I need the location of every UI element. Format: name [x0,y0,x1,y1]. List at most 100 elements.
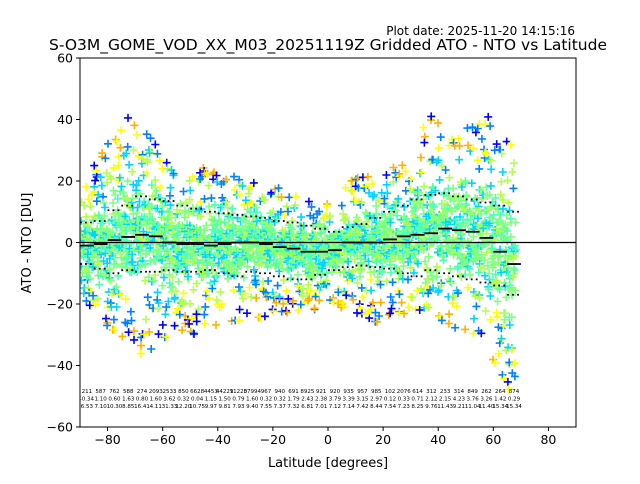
scatter-point [443,237,452,246]
scatter-point [372,317,381,326]
scatter-point [420,182,428,191]
scatter-point [205,294,214,303]
bin-stat-means: 0.80 [136,397,149,403]
scatter-point [235,175,244,184]
scatter-point [380,194,389,203]
y-axis-label: ATO - NTO [DU] [20,193,35,294]
scatter-point [363,247,372,256]
scatter-point [501,309,510,318]
scatter-point [337,201,346,210]
scatter-point [107,289,116,298]
bin-stat-means: 2.97 [370,397,383,403]
scatter-point [507,313,516,322]
scatter-point [243,262,252,271]
scatter-point [370,190,379,199]
scatter-point [304,280,313,289]
scatter-point [347,176,356,185]
scatter-point [428,275,437,283]
scatter-point [386,268,395,277]
scatter-point [279,299,288,308]
scatter-point [185,209,193,218]
scatter-point [495,285,504,294]
scatter-point [416,199,425,208]
scatter-point [393,211,402,220]
bin-stat-means: 0.33 [398,397,411,403]
bin-stat-counts: 274 [137,389,148,395]
scatter-point [282,286,291,295]
scatter-point [264,277,273,285]
scatter-point [269,307,278,316]
scatter-point [149,276,158,285]
scatter-point [496,145,505,154]
scatter-point [117,126,125,135]
scatter-point [322,202,331,211]
scatter-point [142,220,151,229]
scatter-point [469,232,478,241]
scatter-point [464,141,473,150]
scatter-point [397,298,406,307]
scatter-point [412,200,421,209]
scatter-point [476,209,485,218]
x-tick-label: −80 [94,432,120,447]
bin-stat-means: 0.32 [177,397,189,403]
scatter-point [446,277,455,286]
bin-stat-sds: 8.85 [122,404,135,410]
bin-stat-counts: 614 [412,389,423,395]
scatter-point [461,325,470,334]
bin-stat-means: 3.39 [343,397,356,403]
scatter-point [155,156,164,165]
scatter-point [270,228,279,237]
scatter-point [356,272,364,281]
scatter-point [419,287,428,296]
scatter-point [170,293,179,302]
y-tick-label: −20 [47,297,73,312]
scatter-point [276,257,285,266]
scatter-point [252,208,261,217]
scatter-point [153,149,162,158]
bin-stat-sds: 10.75 [189,404,205,410]
scatter-point [92,197,101,206]
scatter-point [348,292,357,301]
scatter-point [183,257,192,266]
scatter-point [145,149,154,158]
scatter-point [97,181,106,190]
scatter-point [382,277,391,286]
scatter-point [86,202,95,211]
scatter-point [123,319,132,328]
scatter-point [481,217,490,226]
scatter-point [141,315,150,324]
scatter-point [89,188,98,197]
bin-stat-counts: 985 [371,389,382,395]
scatter-point [269,207,278,216]
scatter-point [152,186,161,195]
scatter-point [182,250,191,259]
y-tick-label: −40 [47,358,73,373]
scatter-point [473,156,482,165]
scatter-point [179,298,188,307]
bin-stat-means: 0.60 [108,397,121,403]
scatter-point [109,163,118,172]
bin-stat-means: 2.12 [425,397,437,403]
scatter-point [217,300,226,309]
scatter-point [273,281,282,290]
scatter-point [118,332,127,341]
scatter-point [492,276,501,285]
scatter-point [409,268,418,277]
scatter-point [279,276,288,285]
scatter-point [401,186,410,195]
scatter-point [509,273,517,282]
scatter-point [348,274,357,283]
scatter-point [82,296,91,305]
scatter-point [491,358,499,367]
scatter-point [207,194,216,203]
scatter-point [289,296,297,305]
scatter-point [264,215,273,224]
x-tick-label: −60 [149,432,175,447]
scatter-point [497,334,506,343]
scatter-point [356,303,365,312]
chart-title: S-O3M_GOME_VOD_XX_M03_20251119Z Gridded … [49,36,607,55]
scatter-point [205,202,213,211]
scatter-point [509,159,518,168]
scatter-point [127,239,135,248]
